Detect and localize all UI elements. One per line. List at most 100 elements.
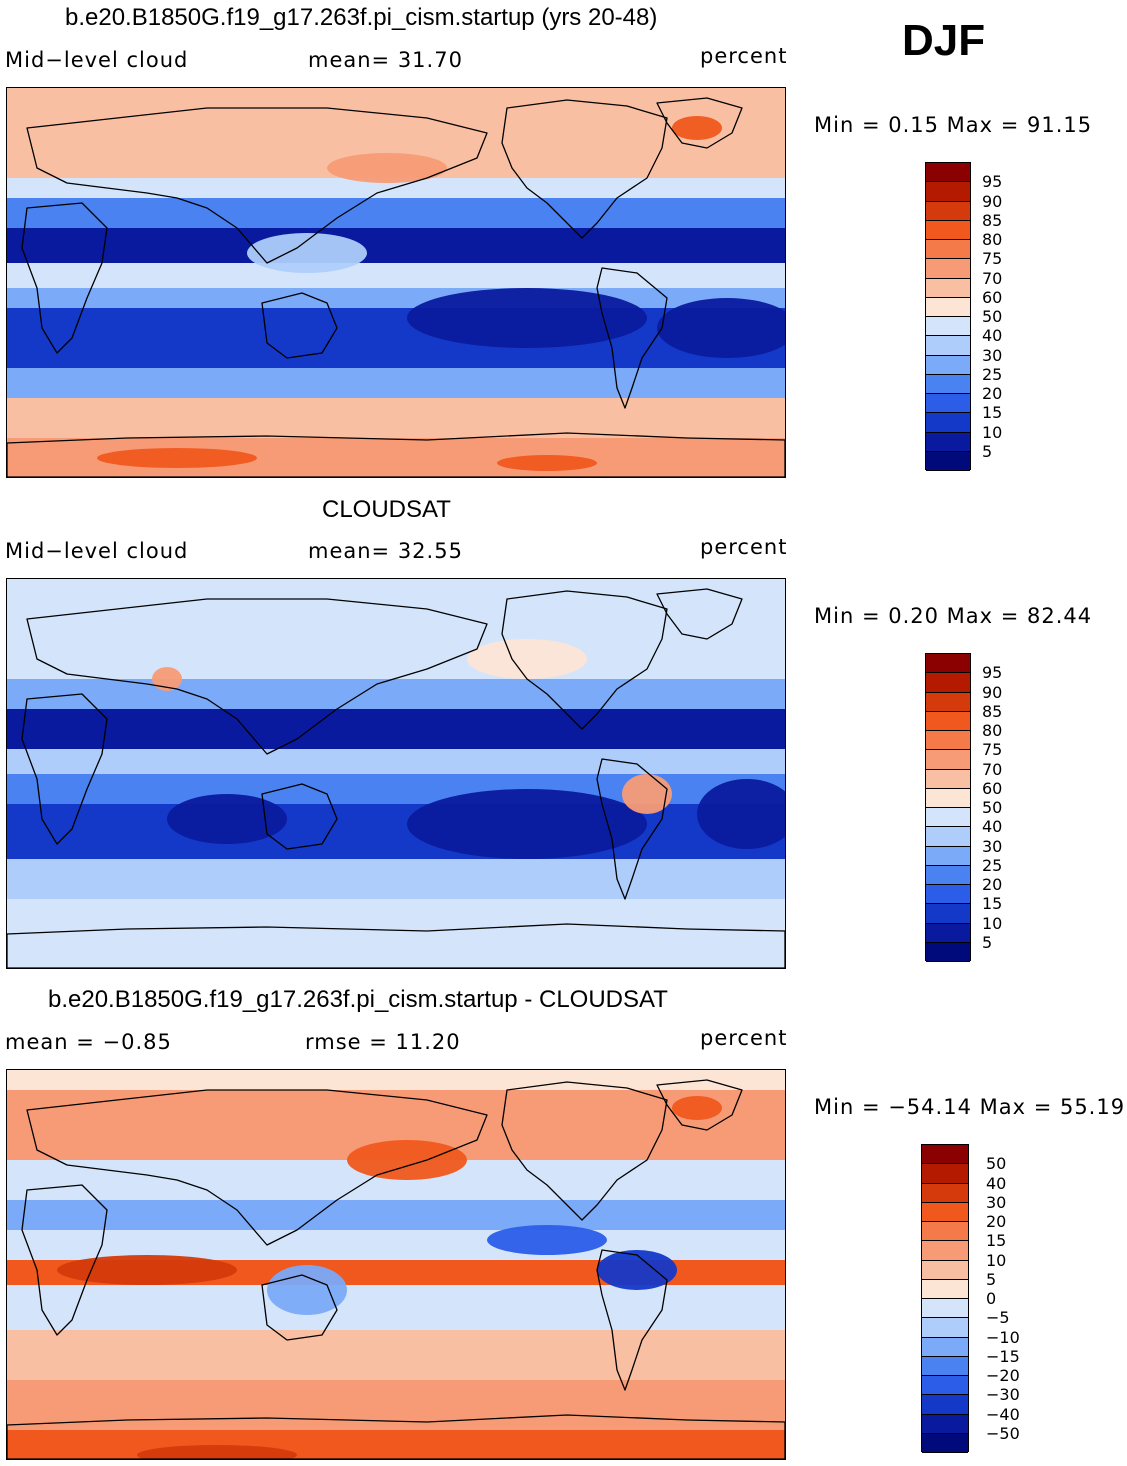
- colorbar-level-label: 15: [982, 403, 1003, 423]
- colorbar-level-label: −5: [986, 1308, 1010, 1328]
- colorbar-swatch: [922, 1299, 968, 1319]
- colorbar-level-label: 10: [982, 422, 1003, 442]
- coastline: [596, 1249, 668, 1391]
- coastline: [656, 97, 743, 149]
- colorbar-swatch: [926, 654, 970, 674]
- coastline: [26, 598, 488, 755]
- panel2-title: CLOUDSAT: [322, 496, 451, 523]
- colorbar-swatch: [926, 750, 970, 770]
- colorbar-swatch: [926, 711, 970, 731]
- colorbar-swatch: [926, 865, 970, 885]
- map-field: [7, 88, 785, 477]
- coastline: [7, 432, 785, 477]
- colorbar-swatch: [922, 1414, 968, 1434]
- colorbar-swatch: [926, 673, 970, 693]
- colorbar-level-label: 10: [982, 913, 1003, 933]
- panel3-title: b.e20.B1850G.f19_g17.263f.pi_cism.startu…: [48, 986, 668, 1013]
- coastline: [21, 693, 108, 845]
- map-field: [7, 1070, 785, 1459]
- colorbar-level-label: 0: [986, 1289, 997, 1308]
- colorbar-swatch: [926, 413, 970, 433]
- colorbar-level-label: 85: [982, 701, 1003, 721]
- colorbar-level-label: 15: [982, 894, 1003, 914]
- panel3-mean: mean = −0.85: [5, 1030, 172, 1054]
- panel3-colorbar: [921, 1144, 969, 1453]
- colorbar-swatch: [926, 904, 970, 924]
- coastline: [261, 1274, 338, 1341]
- colorbar-swatch: [926, 942, 970, 962]
- colorbar-swatch: [922, 1164, 968, 1184]
- coastline: [656, 1079, 743, 1131]
- coastline: [596, 267, 668, 409]
- coastline: [7, 923, 785, 968]
- colorbar-level-label: −50: [986, 1423, 1020, 1443]
- panel1-variable: Mid−level cloud: [5, 48, 189, 72]
- coastline: [656, 588, 743, 640]
- colorbar-level-label: 50: [982, 798, 1003, 817]
- colorbar-swatch: [926, 432, 970, 452]
- colorbar-level-label: 75: [982, 740, 1003, 760]
- colorbar-swatch: [922, 1241, 968, 1261]
- colorbar-swatch: [926, 317, 970, 337]
- map-field: [7, 579, 785, 968]
- panel2-mean: mean= 32.55: [308, 539, 463, 563]
- season-label: DJF: [902, 16, 986, 65]
- colorbar-swatch: [922, 1145, 968, 1165]
- colorbar-swatch: [926, 846, 970, 866]
- coastline: [501, 1081, 668, 1221]
- colorbar-level-label: −20: [986, 1366, 1020, 1385]
- colorbar-level-label: 70: [982, 268, 1003, 288]
- colorbar-swatch: [926, 240, 970, 260]
- coastline: [21, 202, 108, 354]
- colorbar-level-label: 20: [982, 384, 1003, 403]
- coastline: [7, 1414, 785, 1459]
- colorbar-level-label: −15: [986, 1346, 1020, 1366]
- colorbar-level-label: 30: [986, 1192, 1007, 1212]
- colorbar-swatch: [922, 1318, 968, 1338]
- colorbar-swatch: [926, 220, 970, 240]
- colorbar-swatch: [926, 731, 970, 751]
- colorbar-level-label: 20: [986, 1212, 1007, 1231]
- colorbar-swatch: [926, 394, 970, 414]
- colorbar-swatch: [922, 1337, 968, 1357]
- panel1-units: percent: [700, 44, 788, 68]
- colorbar-swatch: [926, 788, 970, 808]
- colorbar-level-label: 5: [986, 1269, 997, 1289]
- coastline: [26, 107, 488, 264]
- colorbar-level-label: 5: [982, 441, 993, 461]
- colorbar-swatch: [926, 259, 970, 279]
- colorbar-swatch: [922, 1222, 968, 1242]
- colorbar-swatch: [922, 1260, 968, 1280]
- colorbar-level-label: 15: [986, 1231, 1007, 1251]
- colorbar-swatch: [922, 1356, 968, 1376]
- coastline: [261, 292, 338, 359]
- colorbar-level-label: 95: [982, 172, 1003, 192]
- colorbar-level-label: 30: [982, 345, 1003, 365]
- panel3-minmax: Min = −54.14 Max = 55.19: [814, 1095, 1126, 1119]
- coastline: [26, 1089, 488, 1246]
- colorbar-level-label: 25: [982, 855, 1003, 875]
- colorbar-level-label: 75: [982, 249, 1003, 269]
- colorbar-level-label: 25: [982, 364, 1003, 384]
- panel3-rmse: rmse = 11.20: [305, 1030, 461, 1054]
- colorbar-level-label: 80: [982, 721, 1003, 740]
- colorbar-swatch: [926, 692, 970, 712]
- coastline: [261, 783, 338, 850]
- colorbar-swatch: [926, 182, 970, 202]
- colorbar-swatch: [926, 297, 970, 317]
- colorbar-swatch: [922, 1433, 968, 1453]
- colorbar-swatch: [922, 1202, 968, 1222]
- colorbar-swatch: [926, 923, 970, 943]
- colorbar-level-label: 50: [982, 307, 1003, 326]
- panel2-map: [6, 578, 786, 969]
- colorbar-level-label: 60: [982, 287, 1003, 307]
- panel2-units: percent: [700, 535, 788, 559]
- coastline: [596, 758, 668, 900]
- colorbar-swatch: [926, 885, 970, 905]
- panel2-variable: Mid−level cloud: [5, 539, 189, 563]
- colorbar-swatch: [926, 336, 970, 356]
- colorbar-swatch: [926, 163, 970, 183]
- colorbar-swatch: [922, 1395, 968, 1415]
- colorbar-swatch: [926, 355, 970, 375]
- coastline: [501, 99, 668, 239]
